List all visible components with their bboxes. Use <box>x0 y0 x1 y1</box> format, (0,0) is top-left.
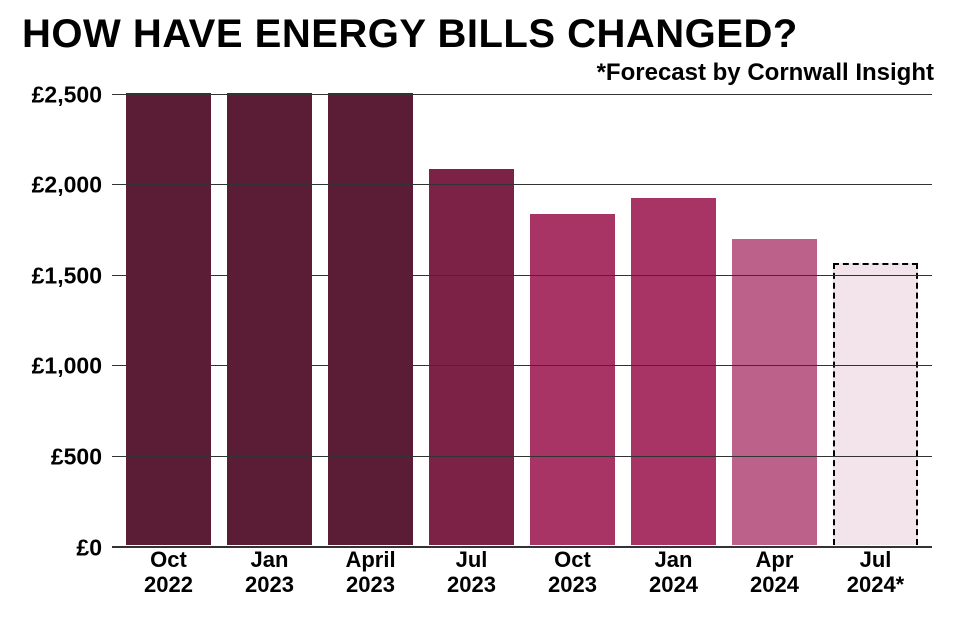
plot-area: £0£500£1,000£1,500£2,000£2,500 <box>112 93 932 545</box>
x-axis-label: Oct2023 <box>522 547 623 598</box>
y-axis-label: £2,500 <box>32 82 112 109</box>
bar-slot <box>522 94 623 545</box>
bar-slot <box>623 94 724 545</box>
gridline: £2,000 <box>112 184 932 185</box>
bar <box>732 239 817 545</box>
gridline: £1,000 <box>112 365 932 366</box>
x-axis-label-line1: Jan <box>219 547 320 572</box>
x-axis-label-line2: 2024 <box>623 572 724 597</box>
x-axis-labels: Oct2022Jan2023April2023Jul2023Oct2023Jan… <box>112 547 932 598</box>
x-axis-label: Jul2024* <box>825 547 926 598</box>
x-axis-label-line1: April <box>320 547 421 572</box>
x-axis-label-line1: Jul <box>421 547 522 572</box>
x-axis-label: Jul2023 <box>421 547 522 598</box>
x-axis-label-line1: Apr <box>724 547 825 572</box>
x-axis-label-line1: Oct <box>118 547 219 572</box>
bars-group <box>112 94 932 545</box>
x-axis-label-line2: 2023 <box>320 572 421 597</box>
gridline: £1,500 <box>112 275 932 276</box>
chart-subtitle: *Forecast by Cornwall Insight <box>22 59 934 87</box>
bar-slot <box>320 94 421 545</box>
x-axis-label-line2: 2024 <box>724 572 825 597</box>
bar <box>631 198 716 545</box>
x-axis-label: April2023 <box>320 547 421 598</box>
y-axis-label: £2,000 <box>32 172 112 199</box>
bar <box>429 169 514 545</box>
chart-container: HOW HAVE ENERGY BILLS CHANGED? *Forecast… <box>0 0 960 640</box>
bar-slot <box>421 94 522 545</box>
x-axis-label-line2: 2023 <box>522 572 623 597</box>
y-axis-label: £1,500 <box>32 262 112 289</box>
chart-title: HOW HAVE ENERGY BILLS CHANGED? <box>22 12 938 57</box>
bar <box>227 93 312 545</box>
x-axis-label-line2: 2023 <box>219 572 320 597</box>
y-axis-label: £0 <box>76 535 112 562</box>
x-axis-label-line2: 2024* <box>825 572 926 597</box>
x-axis-label: Oct2022 <box>118 547 219 598</box>
bar <box>328 93 413 545</box>
bar-slot <box>825 94 926 545</box>
bar-slot <box>724 94 825 545</box>
bar <box>126 93 211 545</box>
y-axis-label: £1,000 <box>32 353 112 380</box>
x-axis-label-line1: Oct <box>522 547 623 572</box>
x-axis-label: Apr2024 <box>724 547 825 598</box>
bar-forecast <box>833 263 918 545</box>
bar-slot <box>219 94 320 545</box>
x-axis-label-line2: 2022 <box>118 572 219 597</box>
x-axis-label-line2: 2023 <box>421 572 522 597</box>
bar <box>530 214 615 545</box>
x-axis-label-line1: Jan <box>623 547 724 572</box>
gridline: £500 <box>112 456 932 457</box>
x-axis-label: Jan2024 <box>623 547 724 598</box>
bar-slot <box>118 94 219 545</box>
y-axis-label: £500 <box>51 443 112 470</box>
x-axis-label-line1: Jul <box>825 547 926 572</box>
gridline: £2,500 <box>112 94 932 95</box>
x-axis-label: Jan2023 <box>219 547 320 598</box>
chart-zone: £0£500£1,000£1,500£2,000£2,500 Oct2022Ja… <box>22 93 938 613</box>
